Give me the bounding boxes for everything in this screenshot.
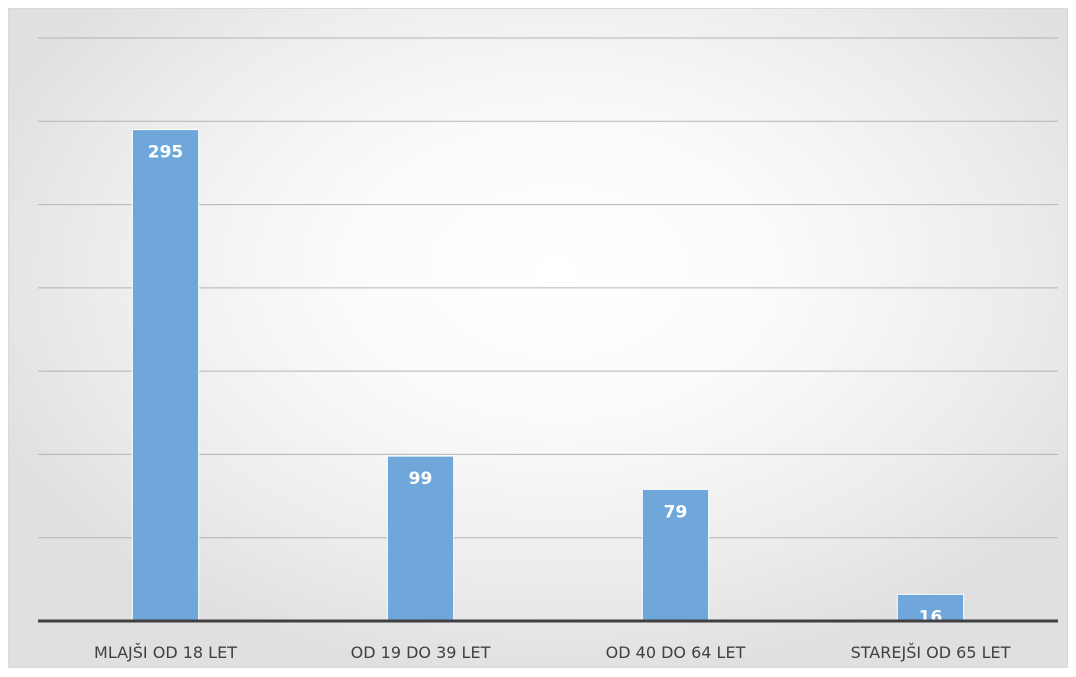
bar [641,488,710,622]
x-tick-label: OD 19 DO 39 LET [351,643,491,662]
data-label: 295 [148,143,184,163]
x-tick-labels: MLAJŠI OD 18 LET OD 19 DO 39 LET OD 40 DO … [94,643,1011,662]
bar [131,129,200,622]
x-tick-label: OD 40 DO 64 LET [606,643,746,662]
x-tick-label: STAREJŠI OD 65 LET [851,643,1011,662]
gridlines [38,37,1058,539]
data-labels: 295 99 79 16 [148,143,943,628]
x-tick-label: MLAJŠI OD 18 LET [94,643,237,662]
data-label: 99 [409,469,433,489]
bars [131,129,965,622]
bar [386,455,455,622]
data-label: 79 [664,502,688,522]
data-label: 16 [919,607,943,627]
